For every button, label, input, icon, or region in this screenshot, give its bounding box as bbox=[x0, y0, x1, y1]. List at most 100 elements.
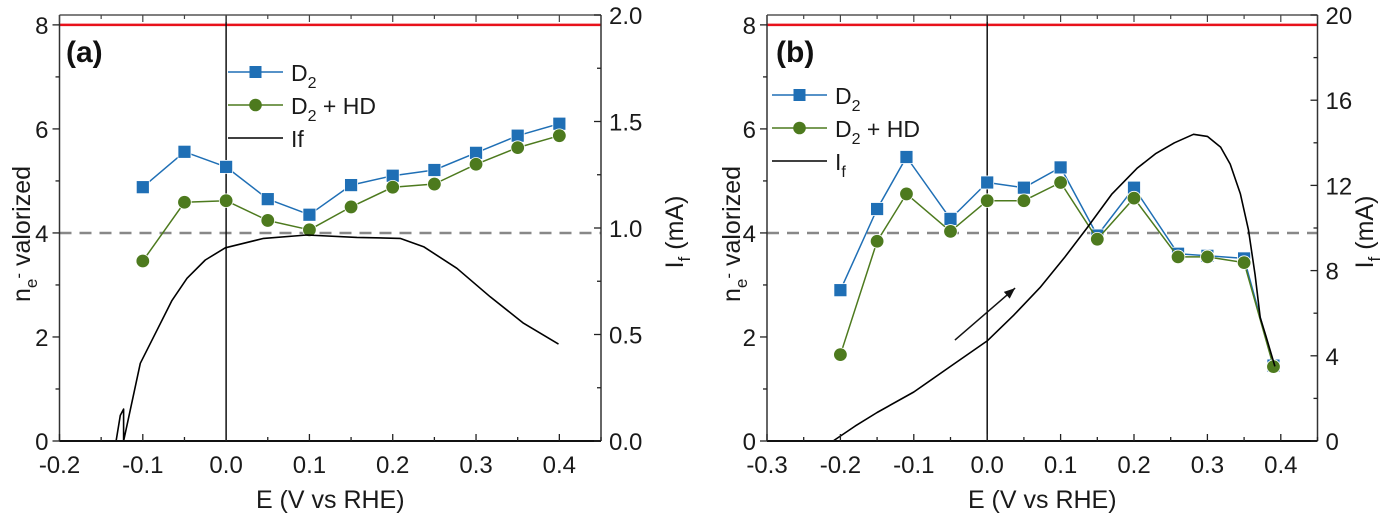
d2-hd-data-point bbox=[1053, 175, 1068, 190]
legend-label-subscript: 2 bbox=[852, 131, 861, 148]
d2-data-point bbox=[943, 211, 958, 226]
circle-marker-icon bbox=[249, 98, 262, 112]
d2-hd-data-point bbox=[899, 186, 914, 202]
y2-tick-label: 2.0 bbox=[609, 3, 642, 30]
y-title-rest: valorized bbox=[8, 166, 36, 273]
d2-data-point bbox=[833, 283, 848, 298]
y-axis-title: ne- valorized bbox=[8, 166, 41, 302]
legend-label: D2 + HD bbox=[835, 116, 920, 148]
x-tick-label: 0.0 bbox=[209, 452, 242, 479]
x-tick-label: 0.1 bbox=[1044, 452, 1077, 479]
legend-entry: If bbox=[772, 149, 846, 181]
y2-title-main: I bbox=[661, 261, 689, 268]
legend-label-main: D bbox=[835, 116, 852, 142]
y-title-subscript: e bbox=[732, 279, 751, 288]
legend-label-main: D bbox=[291, 60, 308, 86]
x-axis-title: E (V vs RHE) bbox=[256, 486, 405, 514]
y2-tick-label: 0 bbox=[1326, 429, 1339, 456]
y2-axis-title: If (mA) bbox=[661, 196, 694, 269]
d2-data-point bbox=[552, 116, 567, 131]
y-title-main: n bbox=[8, 288, 36, 302]
y2-title-subscript: f bbox=[1365, 256, 1384, 261]
scan-direction-arrow bbox=[954, 287, 1016, 341]
panel-a: -0.2 -0.1 0.0 0.1 0.2 0.3 0.4 0 2 4 6 8 0.0 0.5 1.0 1.5… bbox=[8, 3, 694, 514]
x-tick-label: -0.1 bbox=[893, 452, 934, 479]
legend-label: If bbox=[835, 149, 846, 181]
y-tick-label: 6 bbox=[743, 117, 756, 144]
y-title-main: n bbox=[718, 288, 746, 302]
legend-label: D2 bbox=[835, 83, 861, 115]
if-current-curve bbox=[832, 133, 1276, 442]
legend-label-subscript: 2 bbox=[308, 75, 317, 92]
y-title-rest: valorized bbox=[718, 166, 746, 273]
x-tick-label: 0.2 bbox=[1117, 452, 1150, 479]
d2-data-point bbox=[177, 144, 192, 159]
y2-tick-label: 0.5 bbox=[609, 323, 642, 350]
d2-hd-data-point bbox=[869, 234, 885, 249]
legend-label-subscript: f bbox=[841, 164, 846, 181]
y-tick-label: 8 bbox=[35, 13, 48, 40]
y-tick-label: 8 bbox=[743, 13, 756, 40]
legend-label-subscript: 2 bbox=[308, 108, 317, 125]
legend-entry: D2 + HD bbox=[228, 93, 376, 125]
square-marker-icon bbox=[793, 89, 806, 101]
d2-hd-data-point bbox=[302, 222, 317, 238]
d2-hd-data-point bbox=[980, 193, 995, 208]
y2-title-rest: (mA) bbox=[1351, 196, 1379, 257]
d2-hd-data-point bbox=[218, 193, 234, 208]
y2-tick-label: 4 bbox=[1326, 344, 1339, 371]
d2-data-point bbox=[135, 180, 150, 195]
y-title-superscript: - bbox=[9, 273, 28, 279]
square-marker-icon bbox=[249, 66, 262, 78]
d2-data-point bbox=[260, 192, 275, 207]
legend-entry: If bbox=[228, 126, 304, 152]
d2-data-point bbox=[302, 207, 317, 222]
d2-hd-data-point bbox=[468, 157, 484, 172]
d2-hd-data-point bbox=[552, 128, 567, 143]
y2-title-subscript: f bbox=[675, 256, 694, 261]
d2-hd-data-point bbox=[510, 140, 525, 155]
series-line-1 bbox=[839, 181, 1275, 367]
d2-data-point bbox=[1017, 180, 1031, 195]
y-tick-label: 2 bbox=[35, 325, 48, 352]
legend-label-main: I bbox=[835, 149, 841, 175]
panel-b: -0.3 -0.2 -0.1 0.0 0.1 0.2 0.3 0.4 0 2 4 6 8 0 4 8 12 16 2… bbox=[718, 3, 1384, 514]
y-tick-label: 2 bbox=[743, 325, 756, 352]
legend-label-rest: + HD bbox=[317, 93, 376, 119]
d2-data-point bbox=[510, 128, 525, 143]
d2-hd-data-point bbox=[135, 253, 151, 269]
legend-label: D2 + HD bbox=[291, 93, 376, 125]
x-tick-label: 0.3 bbox=[459, 452, 492, 479]
x-tick-label: -0.2 bbox=[820, 452, 861, 479]
arrow-head-icon bbox=[1003, 288, 1016, 299]
series-line-1 bbox=[142, 134, 560, 262]
d2-data-point bbox=[980, 175, 995, 190]
x-tick-label: -0.1 bbox=[122, 452, 163, 479]
x-axis-title: E (V vs RHE) bbox=[968, 486, 1117, 514]
x-tick-label: 0.3 bbox=[1191, 452, 1224, 479]
d2-hd-data-point bbox=[1200, 249, 1215, 265]
d2-data-point bbox=[219, 159, 234, 174]
x-tick-label: 0.4 bbox=[1264, 452, 1297, 479]
d2-hd-data-point bbox=[1236, 255, 1252, 270]
y-title-superscript: - bbox=[719, 273, 738, 279]
y2-tick-label: 1.0 bbox=[609, 216, 642, 243]
x-tick-label: 0.4 bbox=[543, 452, 576, 479]
d2-hd-data-point bbox=[943, 224, 958, 239]
d2-hd-data-point bbox=[833, 347, 848, 362]
x-tick-label: -0.3 bbox=[746, 452, 787, 479]
y2-tick-label: 16 bbox=[1326, 88, 1353, 115]
y-tick-label: 4 bbox=[35, 221, 48, 248]
y2-title-main: I bbox=[1351, 261, 1379, 268]
y2-tick-label: 1.5 bbox=[609, 110, 642, 137]
y2-tick-label: 12 bbox=[1326, 173, 1353, 200]
legend-entry: D2 bbox=[228, 60, 317, 92]
d2-data-point bbox=[427, 163, 442, 177]
d2-hd-data-point bbox=[1126, 190, 1142, 206]
d2-hd-data-point bbox=[1016, 193, 1032, 208]
y2-tick-label: 20 bbox=[1326, 3, 1353, 30]
y-axis-title: ne- valorized bbox=[718, 166, 751, 302]
d2-hd-data-point bbox=[177, 195, 192, 210]
